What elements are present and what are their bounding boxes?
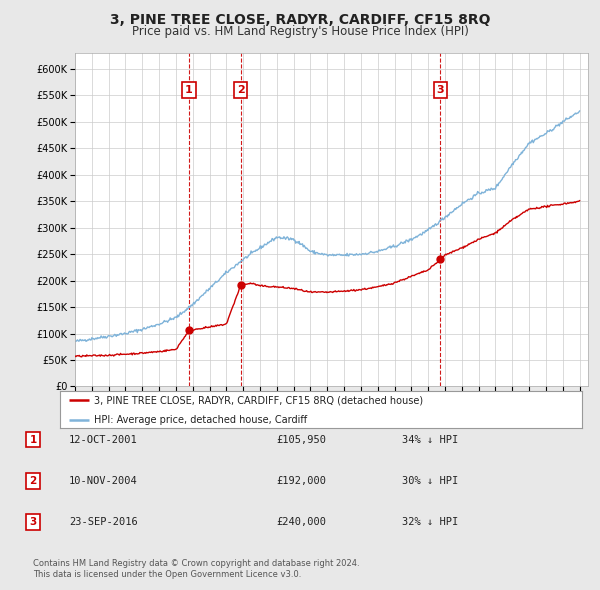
Text: 3: 3 [29, 517, 37, 527]
Text: 3, PINE TREE CLOSE, RADYR, CARDIFF, CF15 8RQ: 3, PINE TREE CLOSE, RADYR, CARDIFF, CF15… [110, 13, 490, 27]
Text: 1: 1 [29, 435, 37, 444]
Text: Contains HM Land Registry data © Crown copyright and database right 2024.
This d: Contains HM Land Registry data © Crown c… [33, 559, 359, 579]
Text: 1: 1 [185, 85, 193, 95]
Text: 32% ↓ HPI: 32% ↓ HPI [402, 517, 458, 527]
Text: 23-SEP-2016: 23-SEP-2016 [69, 517, 138, 527]
Text: 30% ↓ HPI: 30% ↓ HPI [402, 476, 458, 486]
Text: Price paid vs. HM Land Registry's House Price Index (HPI): Price paid vs. HM Land Registry's House … [131, 25, 469, 38]
Text: £105,950: £105,950 [276, 435, 326, 444]
Text: 10-NOV-2004: 10-NOV-2004 [69, 476, 138, 486]
Text: 3, PINE TREE CLOSE, RADYR, CARDIFF, CF15 8RQ (detached house): 3, PINE TREE CLOSE, RADYR, CARDIFF, CF15… [94, 395, 423, 405]
Text: 2: 2 [29, 476, 37, 486]
Text: £192,000: £192,000 [276, 476, 326, 486]
Text: 34% ↓ HPI: 34% ↓ HPI [402, 435, 458, 444]
Text: 3: 3 [437, 85, 445, 95]
Text: £240,000: £240,000 [276, 517, 326, 527]
Text: 2: 2 [237, 85, 245, 95]
Text: HPI: Average price, detached house, Cardiff: HPI: Average price, detached house, Card… [94, 415, 307, 425]
Text: 12-OCT-2001: 12-OCT-2001 [69, 435, 138, 444]
